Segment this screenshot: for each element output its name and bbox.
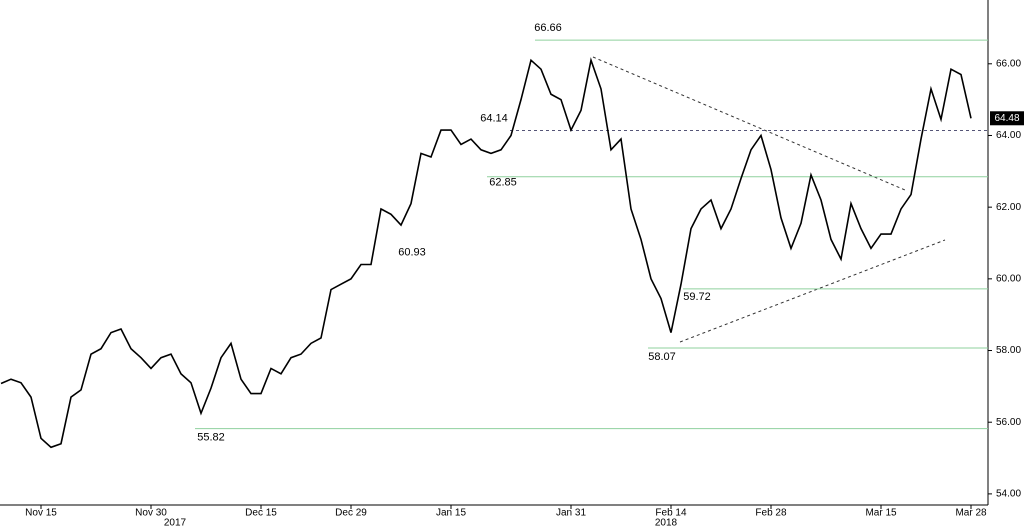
year-label: 2018 <box>655 518 678 528</box>
y-tick-label: 62.00 <box>996 202 1021 213</box>
x-tick-label: Feb 14 <box>655 508 687 519</box>
x-tick-label: Mar 28 <box>955 508 987 519</box>
year-label: 2017 <box>164 518 187 528</box>
y-tick-label: 60.00 <box>996 273 1021 284</box>
level-label: 59.72 <box>683 291 711 303</box>
level-label: 66.66 <box>534 22 562 34</box>
x-tick-label: Feb 28 <box>755 508 787 519</box>
y-tick-label: 64.00 <box>996 130 1021 141</box>
point-label: 60.93 <box>398 246 426 258</box>
level-label: 64.14 <box>480 112 508 124</box>
level-label: 58.07 <box>648 351 676 363</box>
x-tick-label: Jan 15 <box>436 508 466 519</box>
x-tick-label: Nov 30 <box>135 508 167 519</box>
y-tick-label: 58.00 <box>996 345 1021 356</box>
x-tick-label: Mar 15 <box>865 508 897 519</box>
price-line <box>0 57 972 449</box>
y-tick-label: 56.00 <box>996 417 1021 428</box>
x-tick-label: Nov 15 <box>25 508 57 519</box>
last-price-label: 64.48 <box>994 113 1019 124</box>
level-label: 55.82 <box>197 432 225 444</box>
level-label: 62.85 <box>489 177 517 189</box>
y-tick-label: 54.00 <box>996 489 1021 500</box>
x-tick-label: Jan 31 <box>556 508 586 519</box>
trend-line <box>592 56 906 191</box>
y-tick-label: 66.00 <box>996 58 1021 69</box>
x-tick-label: Dec 29 <box>335 508 367 519</box>
trend-line <box>679 239 946 343</box>
last-price-tag <box>990 111 1024 126</box>
x-tick-label: Dec 15 <box>245 508 277 519</box>
